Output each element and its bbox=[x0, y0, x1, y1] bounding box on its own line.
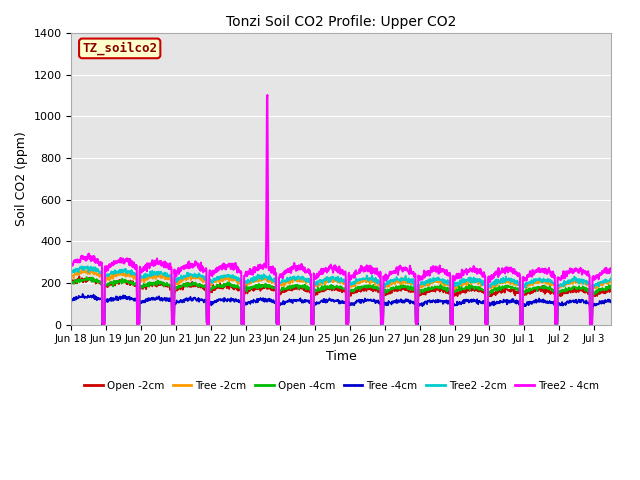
Tree2 - 4cm bbox=[68, 264, 76, 269]
Open -4cm bbox=[175, 285, 182, 290]
Open -2cm bbox=[273, 320, 280, 325]
Tree2 -2cm bbox=[477, 279, 484, 285]
Open -4cm bbox=[449, 322, 456, 328]
Tree2 -2cm bbox=[607, 276, 615, 282]
Open -4cm bbox=[536, 284, 544, 290]
Tree -2cm bbox=[79, 266, 87, 272]
Open -2cm bbox=[536, 286, 544, 292]
Tree2 -2cm bbox=[223, 273, 231, 278]
Tree2 - 4cm bbox=[517, 322, 525, 327]
Line: Open -2cm: Open -2cm bbox=[72, 276, 611, 324]
Tree -2cm bbox=[223, 273, 231, 279]
Line: Open -4cm: Open -4cm bbox=[72, 277, 611, 325]
Tree -2cm bbox=[516, 322, 524, 327]
X-axis label: Time: Time bbox=[326, 350, 356, 363]
Tree2 - 4cm bbox=[164, 263, 172, 268]
Tree2 - 4cm bbox=[273, 319, 280, 325]
Open -2cm bbox=[175, 284, 182, 289]
Line: Tree -2cm: Tree -2cm bbox=[72, 269, 611, 324]
Tree2 -2cm bbox=[310, 322, 317, 327]
Open -2cm bbox=[223, 283, 231, 289]
Tree -4cm bbox=[607, 300, 615, 305]
Tree -4cm bbox=[477, 299, 484, 305]
Tree -2cm bbox=[536, 279, 544, 285]
Open -2cm bbox=[76, 273, 83, 279]
Title: Tonzi Soil CO2 Profile: Upper CO2: Tonzi Soil CO2 Profile: Upper CO2 bbox=[226, 15, 456, 29]
Tree -4cm bbox=[68, 299, 76, 304]
Tree -4cm bbox=[536, 298, 544, 303]
Tree2 -2cm bbox=[165, 273, 173, 278]
Open -4cm bbox=[607, 285, 615, 290]
Tree2 -2cm bbox=[536, 276, 544, 282]
Line: Tree -4cm: Tree -4cm bbox=[72, 294, 611, 324]
Tree2 -2cm bbox=[68, 270, 76, 276]
Y-axis label: Soil CO2 (ppm): Soil CO2 (ppm) bbox=[15, 132, 28, 226]
Tree -4cm bbox=[79, 291, 86, 297]
Open -4cm bbox=[68, 279, 76, 285]
Tree -2cm bbox=[165, 276, 173, 282]
Tree -2cm bbox=[175, 278, 182, 284]
Tree -4cm bbox=[223, 296, 231, 302]
Open -4cm bbox=[273, 320, 280, 326]
Tree -2cm bbox=[273, 320, 280, 326]
Line: Tree2 - 4cm: Tree2 - 4cm bbox=[72, 95, 611, 324]
Tree -2cm bbox=[476, 280, 484, 286]
Tree2 - 4cm bbox=[476, 270, 484, 276]
Open -4cm bbox=[83, 274, 90, 280]
Line: Tree2 -2cm: Tree2 -2cm bbox=[72, 266, 611, 324]
Open -4cm bbox=[165, 282, 173, 288]
Tree2 - 4cm bbox=[223, 263, 231, 268]
Tree2 -2cm bbox=[175, 277, 182, 283]
Tree2 - 4cm bbox=[536, 267, 544, 273]
Tree2 - 4cm bbox=[264, 92, 271, 98]
Open -4cm bbox=[223, 282, 231, 288]
Tree2 - 4cm bbox=[175, 265, 182, 271]
Tree -4cm bbox=[273, 321, 280, 326]
Tree -4cm bbox=[175, 300, 182, 306]
Tree2 - 4cm bbox=[607, 268, 615, 274]
Open -4cm bbox=[477, 286, 484, 292]
Open -2cm bbox=[476, 288, 484, 293]
Tree -2cm bbox=[607, 280, 615, 286]
Open -2cm bbox=[68, 280, 76, 286]
Tree -4cm bbox=[165, 298, 173, 304]
Text: TZ_soilco2: TZ_soilco2 bbox=[82, 42, 157, 55]
Tree2 -2cm bbox=[84, 263, 92, 269]
Tree -2cm bbox=[68, 274, 76, 279]
Open -2cm bbox=[607, 286, 615, 292]
Open -2cm bbox=[165, 284, 173, 289]
Open -2cm bbox=[516, 322, 524, 327]
Tree2 -2cm bbox=[273, 320, 280, 325]
Tree -4cm bbox=[413, 322, 421, 327]
Legend: Open -2cm, Tree -2cm, Open -4cm, Tree -4cm, Tree2 -2cm, Tree2 - 4cm: Open -2cm, Tree -2cm, Open -4cm, Tree -4… bbox=[80, 377, 603, 395]
